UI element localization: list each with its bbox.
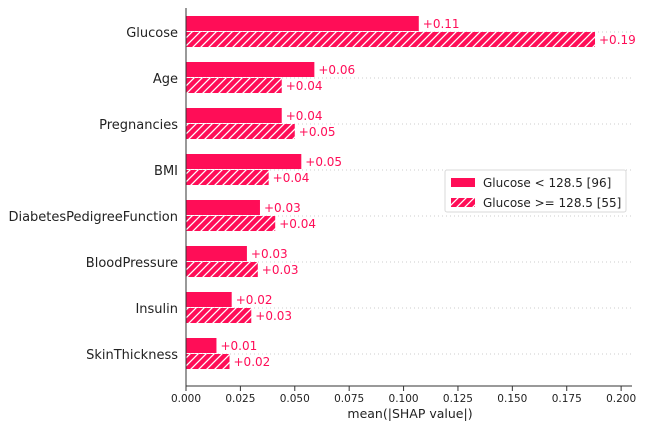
bar-low-glucose bbox=[186, 338, 217, 353]
legend: Glucose < 128.5 [96] Glucose >= 128.5 [55… bbox=[444, 169, 627, 213]
feature-label: Pregnancies bbox=[99, 118, 178, 133]
bar-high-glucose bbox=[186, 170, 269, 185]
bar-low-glucose bbox=[186, 200, 260, 215]
bar-low-glucose bbox=[186, 246, 247, 261]
feature-label: DiabetesPedigreeFunction bbox=[8, 210, 178, 225]
x-tick-label: 0.150 bbox=[497, 393, 527, 405]
value-label: +0.03 bbox=[264, 201, 301, 215]
bar-high-glucose bbox=[186, 78, 282, 93]
legend-box bbox=[444, 169, 627, 213]
value-label: +0.01 bbox=[220, 339, 257, 353]
value-label: +0.11 bbox=[423, 17, 460, 31]
value-label: +0.04 bbox=[273, 171, 310, 185]
feature-label: BMI bbox=[154, 164, 178, 179]
bars-group: +0.11 +0.19 +0.06 +0.04 +0.04 +0.05 +0.05 +0.04… bbox=[186, 16, 636, 369]
bar-high-glucose bbox=[186, 262, 258, 277]
value-label: +0.03 bbox=[262, 263, 299, 277]
x-axis: 0.000 0.025 0.050 0.075 0.100 0.125 0.150 0.175… bbox=[171, 8, 636, 405]
value-label: +0.04 bbox=[279, 217, 316, 231]
feature-label: BloodPressure bbox=[86, 256, 178, 271]
legend-swatch bbox=[451, 178, 475, 187]
value-label: +0.04 bbox=[286, 79, 323, 93]
x-tick-label: 0.125 bbox=[443, 393, 473, 405]
bar-high-glucose bbox=[186, 32, 596, 47]
x-tick-label: 0.175 bbox=[552, 393, 582, 405]
bar-low-glucose bbox=[186, 292, 232, 307]
value-label: +0.03 bbox=[255, 309, 292, 323]
value-label: +0.19 bbox=[599, 33, 636, 47]
x-tick-label: 0.075 bbox=[334, 393, 364, 405]
bar-high-glucose bbox=[186, 354, 230, 369]
value-label: +0.04 bbox=[286, 109, 323, 123]
value-label: +0.06 bbox=[318, 63, 355, 77]
feature-label: Insulin bbox=[135, 302, 178, 317]
legend-label: Glucose < 128.5 [96] bbox=[483, 176, 611, 190]
bar-low-glucose bbox=[186, 62, 315, 77]
feature-labels: Glucose Age Pregnancies BMI DiabetesPedigree… bbox=[8, 26, 178, 363]
value-label: +0.03 bbox=[251, 247, 288, 261]
value-label: +0.02 bbox=[236, 293, 273, 307]
feature-label: Age bbox=[153, 72, 178, 87]
x-tick-label: 0.025 bbox=[225, 393, 255, 405]
value-label: +0.02 bbox=[234, 355, 271, 369]
x-tick-label: 0.050 bbox=[280, 393, 310, 405]
bar-high-glucose bbox=[186, 308, 252, 323]
x-tick-label: 0.100 bbox=[389, 393, 419, 405]
feature-label: Glucose bbox=[126, 26, 178, 41]
x-tick-label: 0.000 bbox=[171, 393, 201, 405]
bar-high-glucose bbox=[186, 124, 295, 139]
feature-label: SkinThickness bbox=[86, 348, 178, 363]
legend-swatch bbox=[451, 198, 475, 207]
x-tick-label: 0.200 bbox=[606, 393, 636, 405]
bar-low-glucose bbox=[186, 16, 419, 31]
bar-low-glucose bbox=[186, 154, 302, 169]
value-label: +0.05 bbox=[299, 125, 336, 139]
legend-label: Glucose >= 128.5 [55] bbox=[483, 196, 621, 210]
x-axis-label: mean(|SHAP value|) bbox=[347, 406, 472, 421]
bar-low-glucose bbox=[186, 108, 282, 123]
value-label: +0.05 bbox=[305, 155, 342, 169]
bar-high-glucose bbox=[186, 216, 276, 231]
